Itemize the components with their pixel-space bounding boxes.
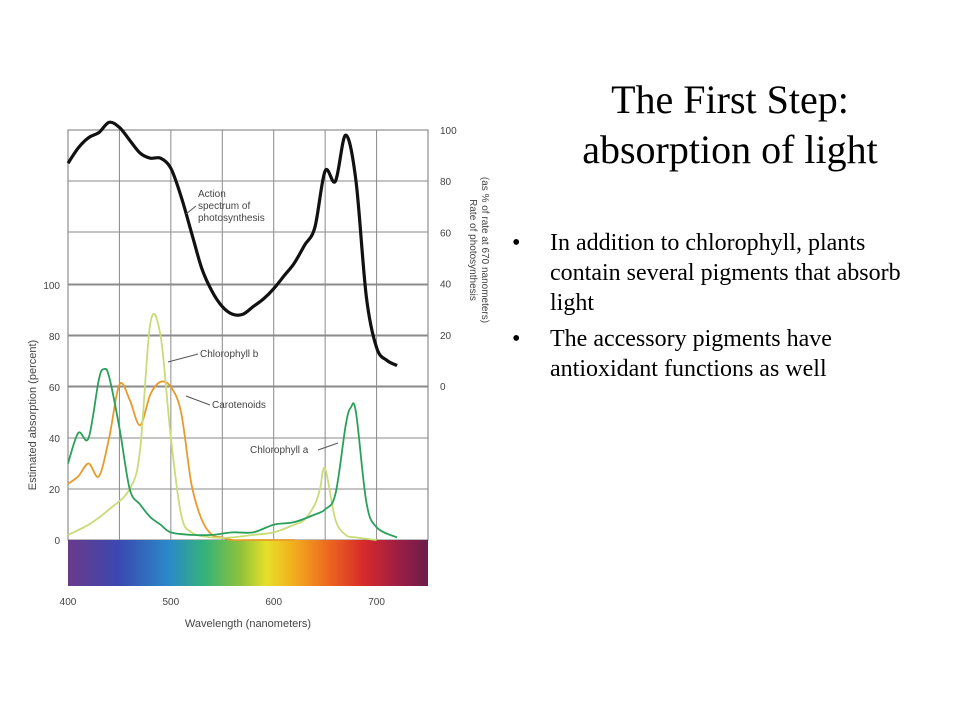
annotation-action-3: photosynthesis	[198, 213, 265, 224]
y-tick-label-left: 60	[49, 383, 61, 394]
y-tick-label-right: 100	[440, 126, 457, 137]
annotation-chlorophyll-a-leader	[317, 442, 339, 451]
annotation-chlorophyll-a: Chlorophyll a	[250, 445, 309, 456]
y-tick-label-left: 20	[49, 485, 61, 496]
absorption-chart: 400 500 600 700 0 20 40 60 80 100 0 20 40 60 80 100 Wav…	[27, 120, 490, 630]
annotation-action-1: Action	[198, 189, 226, 200]
title-line-1: The First Step:	[611, 77, 849, 122]
annotation-carotenoids: Carotenoids	[212, 400, 266, 411]
series-line-chlorophyll-a	[67, 367, 398, 539]
y-axis-label-right-2: (as % of rate at 670 nanometers)	[479, 177, 490, 323]
annotation-carotenoids-leader	[185, 395, 211, 406]
y-tick-label-right: 60	[440, 228, 452, 239]
bullet-item: • The accessory pigments have antioxidan…	[510, 324, 910, 384]
chart-grid	[67, 129, 429, 541]
y-axis-label-left: Estimated absorption (percent)	[27, 340, 39, 490]
bullet-list: • In addition to chlorophyll, plants con…	[510, 228, 910, 390]
x-tick-label: 500	[163, 597, 180, 608]
y-tick-label-right: 80	[440, 177, 452, 188]
annotation-action-leader	[185, 205, 197, 215]
bullet-text: The accessory pigments have antioxidant …	[550, 326, 832, 382]
x-tick-label: 700	[368, 597, 385, 608]
chart-ticks: 400 500 600 700 0 20 40 60 80 100 0 20 40 60 80 100	[43, 126, 457, 608]
bullet-dot: •	[512, 230, 521, 256]
spectrum-bar	[68, 540, 428, 586]
y-tick-label-left: 80	[49, 332, 61, 343]
y-tick-label-right: 20	[440, 331, 452, 342]
annotation-chlorophyll-b: Chlorophyll b	[200, 349, 259, 360]
title-line-2: absorption of light	[582, 127, 878, 172]
annotation-chlorophyll-b-leader	[167, 353, 199, 363]
x-axis-label: Wavelength (nanometers)	[185, 618, 311, 630]
slide-title: The First Step: absorption of light	[500, 75, 960, 175]
x-tick-label: 400	[60, 597, 77, 608]
y-tick-label-right: 0	[440, 382, 446, 393]
x-tick-label: 600	[265, 597, 282, 608]
bullet-dot: •	[512, 326, 521, 352]
bullet-text: In addition to chlorophyll, plants conta…	[550, 230, 901, 316]
y-tick-label-left: 100	[43, 281, 60, 292]
series-line-chlorophyll-b	[67, 312, 377, 541]
y-tick-label-left: 40	[49, 434, 61, 445]
y-tick-label-left: 0	[54, 536, 60, 547]
chart-series	[66, 120, 398, 542]
y-axis-label-right-1: Rate of photosynthesis	[467, 199, 478, 301]
annotation-action-2: spectrum of	[198, 201, 250, 212]
y-tick-label-right: 40	[440, 280, 452, 291]
series-line-action-spectrum-of-photosynthesis	[66, 120, 398, 367]
bullet-item: • In addition to chlorophyll, plants con…	[510, 228, 910, 318]
